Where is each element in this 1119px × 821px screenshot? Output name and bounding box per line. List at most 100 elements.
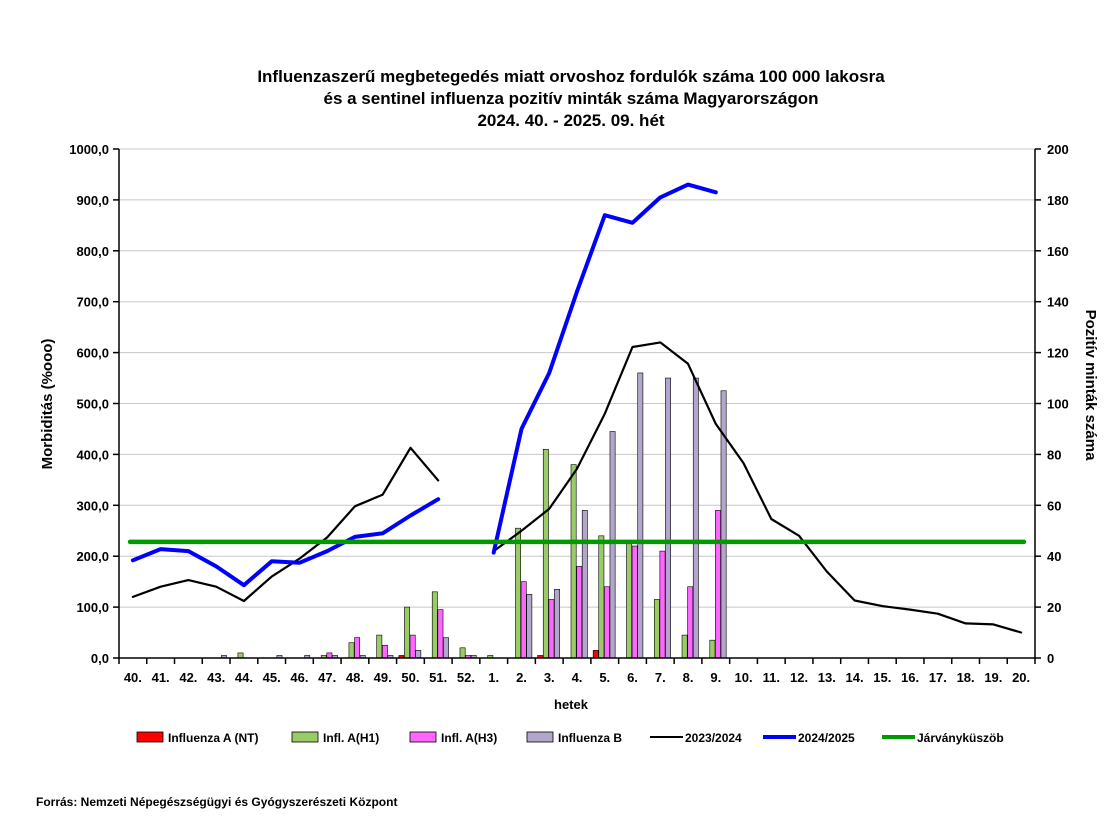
bar-3-15 — [554, 588, 560, 659]
legend-label-2: Infl. A(H3) — [441, 731, 497, 745]
y-axis-title: Morbiditás (%ooo) — [39, 339, 56, 470]
x-tick-label: 19. — [984, 670, 1002, 685]
bar-1-4 — [237, 652, 244, 659]
line-marks — [127, 182, 1027, 634]
legend-swatch-3 — [526, 731, 554, 743]
x-tick-label: 20. — [1012, 670, 1030, 685]
bar-2-17 — [604, 586, 610, 659]
y-tick-label: 0,0 — [91, 651, 109, 666]
source-note: Forrás: Nemzeti Népegészségügyi és Gyógy… — [36, 795, 398, 809]
bar-marks — [221, 372, 727, 659]
chart-title-line-2: és a sentinel influenza pozitív minták s… — [323, 89, 818, 108]
bar-3-20 — [692, 377, 699, 659]
x-tick-label: 12. — [790, 670, 808, 685]
legend-swatch-0 — [136, 731, 164, 743]
x-tick-label: 49. — [374, 670, 392, 685]
bar-2-20 — [687, 586, 694, 659]
bar-1-8 — [348, 642, 355, 659]
y-tick-label: 700,0 — [76, 295, 109, 310]
x-tick-label: 40. — [124, 670, 142, 685]
x-tick-label: 9. — [710, 670, 721, 685]
bar-1-12 — [459, 647, 466, 659]
bar-2-11 — [437, 609, 444, 659]
y2-tick-label: 60 — [1047, 498, 1061, 513]
y-tick-label: 800,0 — [76, 244, 109, 259]
y-tick-label: 200,0 — [76, 549, 109, 564]
x-axis-title: hetek — [554, 697, 589, 712]
bar-1-20 — [681, 634, 688, 659]
line-series-1-seg-1 — [491, 182, 718, 555]
x-tick-label: 3. — [544, 670, 555, 685]
bar-3-16 — [581, 510, 588, 659]
y2-tick-label: 40 — [1047, 549, 1061, 564]
axes — [113, 148, 1041, 664]
bar-2-9 — [381, 644, 388, 659]
bar-2-7 — [326, 652, 333, 659]
y2-axis-title: Pozitív minták száma — [1082, 310, 1099, 462]
x-tick-label: 7. — [655, 670, 666, 685]
y2-tick-label: 100 — [1047, 397, 1069, 412]
line-series-1-seg-0 — [130, 497, 441, 588]
bar-2-19 — [659, 550, 666, 659]
bar-2-10 — [409, 634, 416, 659]
y2-tick-label: 80 — [1047, 447, 1061, 462]
bar-2-14 — [520, 581, 527, 659]
x-tick-label: 18. — [957, 670, 975, 685]
y-tick-label: 400,0 — [76, 447, 109, 462]
y2-tick-label: 200 — [1047, 142, 1069, 157]
bar-3-11 — [443, 637, 449, 659]
bar-1-17 — [598, 535, 605, 659]
bar-2-18 — [631, 545, 638, 659]
y2-tick-label: 160 — [1047, 244, 1069, 259]
bar-1-14 — [515, 527, 521, 659]
x-tick-label: 16. — [901, 670, 919, 685]
legend: Influenza A (NT) Infl. A(H1) Infl. A(H3) In… — [136, 731, 1004, 745]
x-tick-label: 13. — [818, 670, 836, 685]
legend-swatch-2 — [409, 731, 437, 743]
y-tick-label: 100,0 — [76, 600, 109, 615]
x-tick-label: 10. — [735, 670, 753, 685]
x-tick-label: 14. — [846, 670, 864, 685]
bar-1-9 — [376, 634, 383, 659]
bar-2-21 — [715, 510, 721, 659]
bar-1-18 — [626, 543, 633, 659]
bar-3-18 — [637, 372, 644, 659]
x-tick-label: 5. — [599, 670, 610, 685]
legend-label-1: Infl. A(H1) — [323, 731, 379, 745]
legend-label-5: 2024/2025 — [798, 731, 855, 745]
x-tick-label: 8. — [683, 670, 694, 685]
chart-title-line-3: 2024. 40. - 2025. 09. hét — [477, 111, 664, 130]
bar-1-16 — [570, 464, 577, 659]
bar-1-19 — [653, 599, 660, 659]
x-tick-label: 47. — [318, 670, 336, 685]
gridlines — [119, 148, 1035, 608]
bar-3-14 — [526, 594, 533, 659]
x-tick-label: 42. — [179, 670, 197, 685]
x-tick-label: 11. — [763, 670, 780, 685]
bar-1-11 — [431, 591, 438, 659]
bar-2-16 — [576, 566, 583, 659]
y2-tick-label: 120 — [1047, 346, 1069, 361]
x-tick-label: 1. — [488, 670, 499, 685]
y2-tick-label: 0 — [1047, 651, 1054, 666]
legend-label-6: Járványküszöb — [917, 731, 1004, 745]
x-tick-label: 41. — [152, 670, 170, 685]
y-tick-label: 600,0 — [76, 346, 109, 361]
x-tick-label: 44. — [235, 670, 253, 685]
y-tick-label: 500,0 — [76, 397, 109, 412]
bar-3-19 — [665, 377, 671, 659]
bar-2-15 — [548, 599, 555, 659]
bar-3-17 — [609, 431, 616, 659]
bar-1-15 — [542, 449, 549, 659]
x-tick-label: 50. — [401, 670, 419, 685]
y-tick-label: 1000,0 — [69, 142, 109, 157]
line-series-0-seg-0 — [131, 446, 440, 603]
legend-label-0: Influenza A (NT) — [168, 731, 258, 745]
legend-label-4: 2023/2024 — [685, 731, 742, 745]
y-tick-labels: 0,0 100,0 200,0 300,0 400,0 500,0 600,0 700,0 80… — [69, 142, 109, 666]
y-tick-label: 900,0 — [76, 193, 109, 208]
y2-tick-label: 140 — [1047, 295, 1069, 310]
x-tick-labels: 40. 41. 42. 43. 44. 45. 46. 47. 48. 49. 50. 51. 52. 1… — [124, 670, 1030, 685]
chart-title-line-1: Influenzaszerű megbetegedés miatt orvosh… — [257, 67, 885, 86]
